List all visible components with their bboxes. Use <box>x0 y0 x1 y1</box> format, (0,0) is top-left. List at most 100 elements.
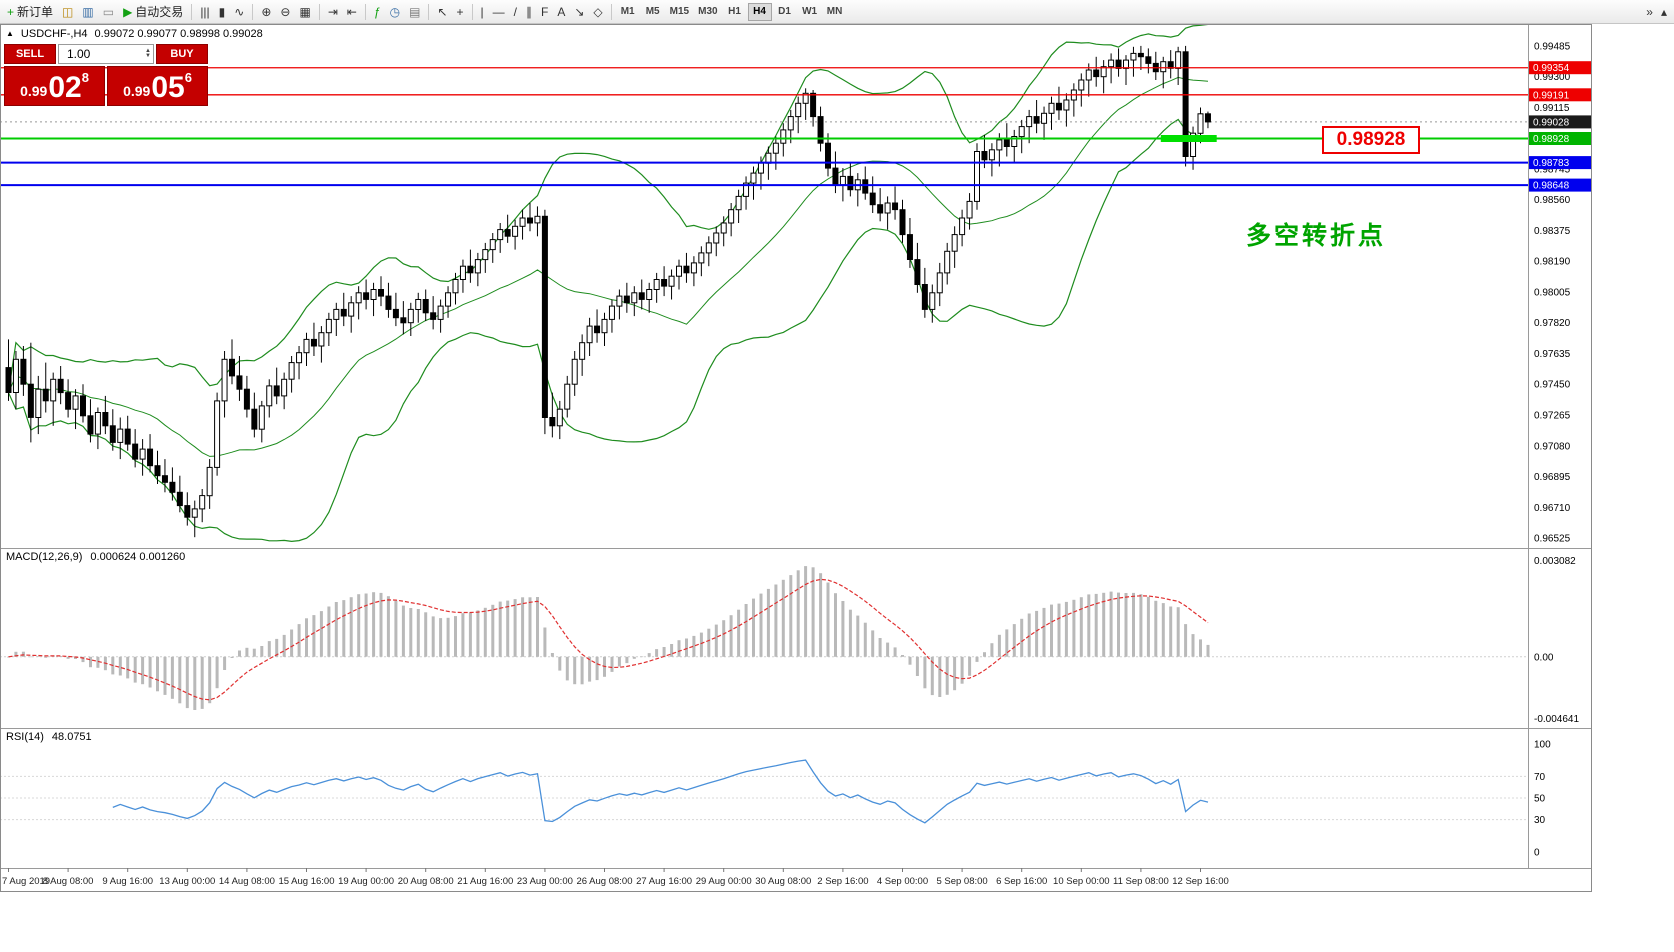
sell-price-display[interactable]: 0.99 02 8 <box>4 66 105 106</box>
volume-up-icon[interactable]: ▲ <box>145 48 151 54</box>
chart-border <box>0 24 1592 892</box>
indicators-button[interactable]: ƒ <box>370 2 385 22</box>
time-axis-label: 21 Aug 16:00 <box>457 876 513 887</box>
timeframe-m15-button[interactable]: M15 <box>666 3 693 21</box>
fibonacci-button[interactable]: F <box>537 2 552 22</box>
new-order-button[interactable]: + 新订单 <box>3 2 57 22</box>
timeframe-h4-button[interactable]: H4 <box>747 2 772 21</box>
shapes-icon: ◇ <box>593 4 603 19</box>
bollinger-middle-band <box>8 76 1209 457</box>
cursor-button[interactable]: ↖ <box>433 2 451 22</box>
time-axis-label: 15 Aug 16:00 <box>279 876 335 887</box>
turning-point-annotation: 多空转折点 <box>1246 222 1387 250</box>
volume-spinner[interactable]: ▲ ▼ <box>145 48 151 59</box>
auto-scroll-icon: ⇥ <box>327 4 338 19</box>
auto-scroll-button[interactable]: ⇥ <box>324 2 342 22</box>
bar-chart-button[interactable]: ||| <box>196 2 213 22</box>
toolbar-separator <box>610 3 612 20</box>
time-axis-label: 4 Sep 00:00 <box>877 876 928 887</box>
market-watch-button[interactable]: ◫ <box>58 2 77 22</box>
tile-windows-icon: ▦ <box>299 4 311 19</box>
volume-input[interactable]: 1.00 ▲ ▼ <box>58 44 154 64</box>
price-axis-label: 0.97820 <box>1534 318 1571 329</box>
toolbar-right-group: » ▴ <box>1642 2 1671 22</box>
price-axis-label: 0.96710 <box>1534 503 1571 514</box>
line-chart-button[interactable]: ∿ <box>230 2 248 22</box>
main-chart-layer <box>0 24 1528 543</box>
data-window-button[interactable]: ▥ <box>78 2 97 22</box>
buy-price-pip: 6 <box>184 70 192 85</box>
tile-windows-button[interactable]: ▦ <box>295 2 314 22</box>
price-axis-label: 0.98190 <box>1534 257 1571 268</box>
text-label-icon: A <box>557 4 566 19</box>
scroll-up-button[interactable]: ▴ <box>1657 2 1671 22</box>
horizontal-line-button[interactable]: — <box>489 2 509 22</box>
timeframe-h1-button[interactable]: H1 <box>723 3 747 21</box>
zoom-out-icon: ⊖ <box>280 4 291 19</box>
macd-axis-min: -0.004641 <box>1534 714 1579 725</box>
price-axis-label: 0.98375 <box>1534 226 1571 237</box>
autotrading-button[interactable]: ▶ 自动交易 <box>119 2 187 22</box>
timeframe-m1-button[interactable]: M1 <box>616 3 640 21</box>
vertical-line-icon: | <box>480 4 484 19</box>
price-axis-label: 0.96525 <box>1534 534 1571 545</box>
chart-shift-icon: ⇤ <box>346 4 357 19</box>
timeframe-m30-button[interactable]: M30 <box>694 3 721 21</box>
arrow-button[interactable]: ↘ <box>570 2 588 22</box>
candlestick-chart-icon: ▮ <box>218 4 226 19</box>
buy-price-display[interactable]: 0.99 05 6 <box>107 66 208 106</box>
time-axis-label: 7 Aug 2019 <box>2 876 50 887</box>
toolbar-overflow-button[interactable]: » <box>1642 2 1657 22</box>
collapse-triangle-icon[interactable]: ▲ <box>6 29 14 38</box>
price-callout-label: 0.98928 <box>1322 126 1420 154</box>
price-axis-label: 0.99115 <box>1534 103 1570 114</box>
timeframe-w1-button[interactable]: W1 <box>798 3 822 21</box>
bar-chart-icon: ||| <box>200 4 210 19</box>
line-chart-icon: ∿ <box>234 4 245 19</box>
time-axis-label: 10 Sep 00:00 <box>1053 876 1110 887</box>
chart-window: 0.994850.993000.991150.989300.987450.985… <box>0 24 1592 892</box>
time-axis-label: 13 Aug 00:00 <box>159 876 215 887</box>
buy-button[interactable]: BUY <box>156 44 208 64</box>
periods-icon: ◷ <box>389 4 401 19</box>
candlestick-chart-button[interactable]: ▮ <box>215 2 230 22</box>
toolbar-separator <box>471 3 473 20</box>
rsi-value: 48.0751 <box>51 731 92 743</box>
volume-down-icon[interactable]: ▼ <box>145 53 151 59</box>
templates-button[interactable]: ▤ <box>405 2 424 22</box>
zoom-in-button[interactable]: ⊕ <box>257 2 275 22</box>
channel-icon: ∥ <box>526 4 532 19</box>
time-axis-label: 20 Aug 08:00 <box>398 876 454 887</box>
timeframe-mn-button[interactable]: MN <box>823 3 847 21</box>
sell-button[interactable]: SELL <box>4 44 56 64</box>
shapes-button[interactable]: ◇ <box>589 2 606 22</box>
price-tag-label: 0.99191 <box>1533 90 1570 101</box>
sell-price-big: 02 <box>48 70 82 104</box>
price-chart-canvas[interactable]: 0.994850.993000.991150.989300.987450.985… <box>0 24 1592 892</box>
zoom-in-icon: ⊕ <box>261 4 272 19</box>
chart-ohlc-header: ▲ USDCHF-,H4 0.99072 0.99077 0.98998 0.9… <box>6 28 263 40</box>
timeframe-d1-button[interactable]: D1 <box>773 3 797 21</box>
time-axis-label: 29 Aug 00:00 <box>696 876 752 887</box>
rsi-axis-label: 30 <box>1534 815 1546 826</box>
price-tag-label: 0.98928 <box>1533 134 1570 145</box>
timeframe-m5-button[interactable]: M5 <box>641 3 665 21</box>
toolbar-separator <box>364 3 366 20</box>
text-label-button[interactable]: A <box>553 2 569 22</box>
rsi-layer <box>0 759 1528 824</box>
arrow-icon: ↘ <box>574 4 585 19</box>
zoom-out-button[interactable]: ⊖ <box>276 2 294 22</box>
axis-layer: 0.994850.993000.991150.989300.987450.985… <box>0 24 1592 892</box>
time-axis-label: 14 Aug 08:00 <box>219 876 275 887</box>
channel-button[interactable]: ∥ <box>522 2 536 22</box>
macd-axis-max: 0.003082 <box>1534 556 1576 567</box>
navigator-icon: ▭ <box>102 4 115 19</box>
chart-shift-button[interactable]: ⇤ <box>343 2 361 22</box>
sell-price-base: 0.99 <box>20 83 48 100</box>
navigator-button[interactable]: ▭ <box>99 2 118 22</box>
crosshair-button[interactable]: + <box>453 2 468 22</box>
periods-button[interactable]: ◷ <box>386 2 404 22</box>
trendline-button[interactable]: / <box>510 2 521 22</box>
vertical-line-button[interactable]: | <box>477 2 488 22</box>
price-axis-label: 0.98560 <box>1534 195 1571 206</box>
